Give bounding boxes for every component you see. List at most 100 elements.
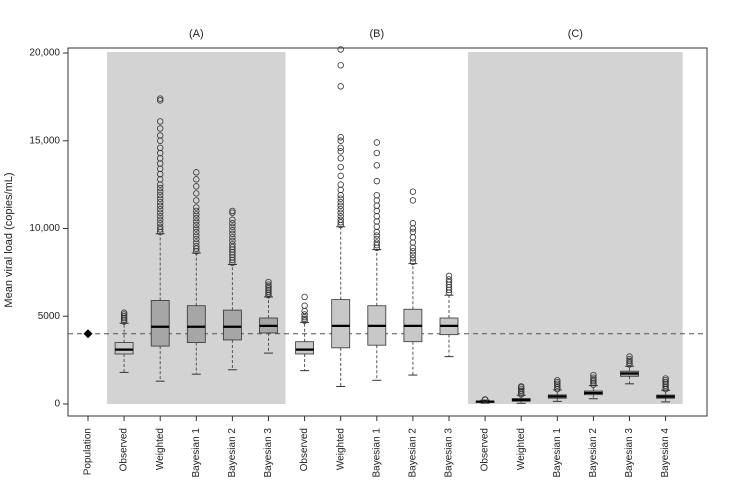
outlier-point: [337, 186, 344, 194]
outlier-point: [554, 377, 561, 384]
outlier-point: [337, 191, 344, 199]
outlier-point: [229, 207, 236, 215]
outlier-point: [445, 276, 453, 283]
outlier-point: [373, 223, 380, 230]
outlier-point: [590, 377, 597, 385]
labels: (A) (B) (C) 0 5000 10,000 15,000 20,000 Populati…: [29, 28, 671, 477]
outlier-point: [301, 313, 308, 321]
outlier-point: [662, 377, 669, 384]
box: [331, 299, 351, 349]
outlier-point: [156, 216, 164, 223]
y-tick-label: 20,000: [29, 48, 60, 59]
outlier-point: [337, 209, 344, 216]
outlier-point: [373, 207, 380, 215]
outlier-point: [373, 239, 380, 246]
outlier-point: [481, 396, 489, 403]
x-tick-label: Observed: [299, 428, 310, 471]
outlier-point: [156, 202, 164, 209]
outlier-point: [409, 258, 417, 266]
outlier-point: [590, 376, 597, 383]
x-tick-label: Bayesian 4: [660, 428, 671, 478]
outlier-point: [193, 242, 200, 250]
outlier-point: [373, 213, 380, 220]
outlier-point: [156, 220, 164, 227]
y-tick-label: 10,000: [29, 223, 60, 234]
outlier-point: [409, 239, 417, 246]
outlier-point: [554, 380, 561, 388]
outlier-point: [193, 211, 200, 218]
outlier-point: [518, 387, 525, 395]
outlier-point: [229, 209, 236, 216]
outlier-point: [229, 230, 236, 237]
outlier-point: [229, 223, 236, 230]
x-tick-label: Observed: [480, 428, 491, 471]
outlier-point: [265, 278, 272, 286]
outlier-point: [193, 204, 200, 211]
outlier-point: [409, 234, 417, 241]
panel-label: (B): [369, 28, 384, 40]
box: [222, 309, 242, 341]
outlier-point: [337, 144, 344, 151]
outlier-point: [409, 228, 417, 236]
x-tick-label: Observed: [119, 428, 130, 471]
outlier-point: [337, 205, 344, 213]
outlier-point: [337, 62, 344, 69]
outlier-point: [156, 223, 164, 230]
y-tick-label: 0: [54, 399, 60, 410]
x-tick-label: Weighted: [335, 428, 346, 470]
outlier-point: [193, 228, 200, 236]
outlier-point: [373, 235, 380, 243]
outlier-point: [120, 309, 128, 316]
outlier-point: [193, 207, 200, 215]
x-tick-label: Bayesian 1: [552, 428, 563, 478]
outlier-point: [373, 177, 380, 185]
box: [295, 341, 315, 355]
outlier-point: [229, 237, 236, 244]
outlier-point: [156, 97, 164, 104]
x-tick-label: Bayesian 3: [624, 428, 635, 478]
y-tick-label: 15,000: [29, 135, 60, 146]
outlier-point: [409, 255, 417, 262]
outlier-point: [337, 46, 344, 53]
outlier-point: [445, 278, 453, 286]
outlier-point: [229, 227, 236, 234]
outlier-point: [156, 144, 164, 151]
x-tick-label: Bayesian 3: [263, 428, 274, 478]
outlier-point: [373, 232, 380, 239]
outlier-point: [193, 176, 200, 183]
outlier-point: [409, 244, 417, 252]
outlier-point: [193, 239, 200, 246]
outlier-point: [337, 172, 344, 180]
outlier-point: [229, 220, 236, 227]
outlier-point: [518, 385, 525, 393]
plot-frame: [67, 47, 708, 417]
outlier-point: [590, 374, 597, 381]
x-tick-label: Bayesian 2: [588, 428, 599, 478]
outlier-point: [373, 197, 380, 204]
panel-label: (C): [568, 28, 583, 40]
outlier-point: [229, 234, 236, 241]
outlier-point: [120, 313, 128, 320]
outlier-point: [156, 198, 164, 206]
outlier-point: [337, 181, 344, 188]
outlier-point: [337, 163, 344, 171]
outlier-point: [301, 302, 308, 309]
outlier-point: [373, 241, 380, 249]
x-tick-label: Bayesian 2: [408, 428, 419, 478]
outlier-point: [337, 198, 344, 206]
outlier-point: [156, 209, 164, 216]
outlier-point: [626, 359, 633, 366]
outlier-point: [193, 183, 200, 190]
outlier-point: [229, 243, 236, 251]
outlier-point: [337, 202, 344, 209]
outlier-point: [193, 190, 200, 197]
outlier-point: [193, 235, 200, 243]
outlier-point: [156, 188, 164, 195]
outlier-point: [301, 315, 308, 323]
outlier-point: [265, 281, 272, 288]
x-tick-label: Bayesian 1: [191, 428, 202, 478]
outlier-point: [301, 293, 308, 301]
outlier-point: [337, 219, 344, 226]
outlier-point: [626, 353, 633, 360]
y-tick-label: 5000: [38, 311, 61, 322]
